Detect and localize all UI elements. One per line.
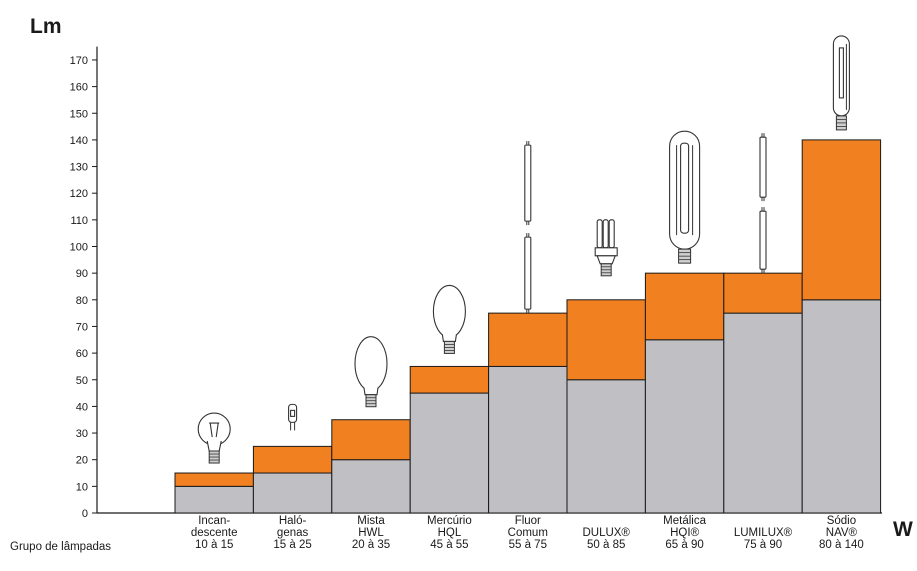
category-name-label: LUMILUX® [734, 527, 793, 539]
category-name-label: descente [191, 527, 238, 539]
category-watts-label: 20 à 35 [352, 539, 390, 551]
y-tick-label: 110 [70, 215, 88, 227]
category-watts-label: 75 à 90 [744, 539, 782, 551]
bar-range [331, 419, 411, 461]
category-name-label: Comum [508, 527, 548, 539]
y-tick-label: 0 [82, 508, 88, 520]
y-tick-label: 170 [70, 55, 88, 67]
y-tick-label: 150 [70, 108, 88, 120]
bar-range [801, 139, 882, 301]
bar-range [644, 272, 725, 341]
category-name-label: Haló- [279, 515, 307, 527]
bar-range [488, 312, 568, 367]
bar-range [723, 272, 803, 314]
lamp-group-label: Grupo de lâmpadas [10, 541, 111, 553]
y-axis-label: Lm [30, 15, 62, 38]
bar-base [409, 392, 490, 514]
bar-base [488, 365, 568, 514]
y-tick-label: 90 [76, 268, 88, 280]
y-tick-label: 10 [76, 481, 88, 493]
x-axis-unit-label: W [893, 518, 913, 541]
bar-range [252, 445, 333, 474]
bar-base [801, 299, 882, 514]
bar-base [566, 379, 646, 514]
category-watts-label: 15 à 25 [273, 539, 311, 551]
category-label-group: DULUX®50 à 85 [582, 527, 630, 551]
category-watts-label: 55 à 75 [509, 539, 547, 551]
metal-halide-tubular-icon [669, 130, 701, 264]
category-watts-label: 80 à 140 [819, 539, 864, 551]
bar-base [331, 459, 411, 514]
mixed-light-bulb-icon [354, 336, 388, 408]
category-name-label: Fluor [515, 515, 541, 527]
bar-range [174, 472, 254, 487]
y-tick-label: 60 [76, 348, 88, 360]
bar-range [409, 365, 490, 394]
bars [174, 139, 882, 514]
category-label-group: LUMILUX®75 à 90 [734, 527, 793, 551]
category-name-label: genas [277, 527, 309, 539]
compact-fluorescent-icon [594, 219, 618, 277]
incandescent-bulb-icon [197, 412, 231, 464]
y-tick-label: 120 [70, 188, 88, 200]
mercury-ellipsoid-bulb-icon [432, 284, 466, 354]
sodium-vapor-lamp-icon [832, 35, 850, 131]
y-tick-label: 70 [76, 321, 88, 333]
lumilux-tube-icon [759, 133, 767, 274]
category-watts-label: 65 à 90 [665, 539, 703, 551]
category-name-label: HQI® [670, 527, 699, 539]
category-name-label: Mista [357, 515, 385, 527]
category-name-label: Incan- [198, 515, 230, 527]
category-name-label: DULUX® [582, 527, 630, 539]
bar-base [723, 312, 803, 514]
y-tick-label: 20 [76, 455, 88, 467]
category-watts-label: 50 à 85 [587, 539, 625, 551]
fluorescent-tube-icon [524, 141, 532, 314]
category-name-label: Mercúrio [427, 515, 472, 527]
y-tick-label: 80 [76, 295, 88, 307]
category-watts-label: 10 à 15 [195, 539, 233, 551]
y-tick-label: 50 [76, 375, 88, 387]
y-tick-label: 140 [70, 135, 88, 147]
y-tick-label: 30 [76, 428, 88, 440]
bar-base [644, 339, 725, 514]
halogen-capsule-icon [288, 403, 298, 431]
bar-range [566, 299, 646, 381]
category-watts-label: 45 à 55 [430, 539, 468, 551]
category-name-label: HWL [358, 527, 384, 539]
y-tick-label: 100 [70, 242, 88, 254]
category-name-label: Metálica [663, 515, 706, 527]
lamp-illustrations [197, 35, 850, 464]
y-tick-label: 40 [76, 401, 88, 413]
bar-base [174, 485, 254, 514]
y-tick-label: 160 [70, 82, 88, 94]
category-name-label: Sódio [827, 515, 856, 527]
bar-base [252, 472, 333, 514]
category-name-label: NAV® [826, 527, 858, 539]
y-tick-label: 130 [70, 162, 88, 174]
category-name-label: HQL [438, 527, 462, 539]
